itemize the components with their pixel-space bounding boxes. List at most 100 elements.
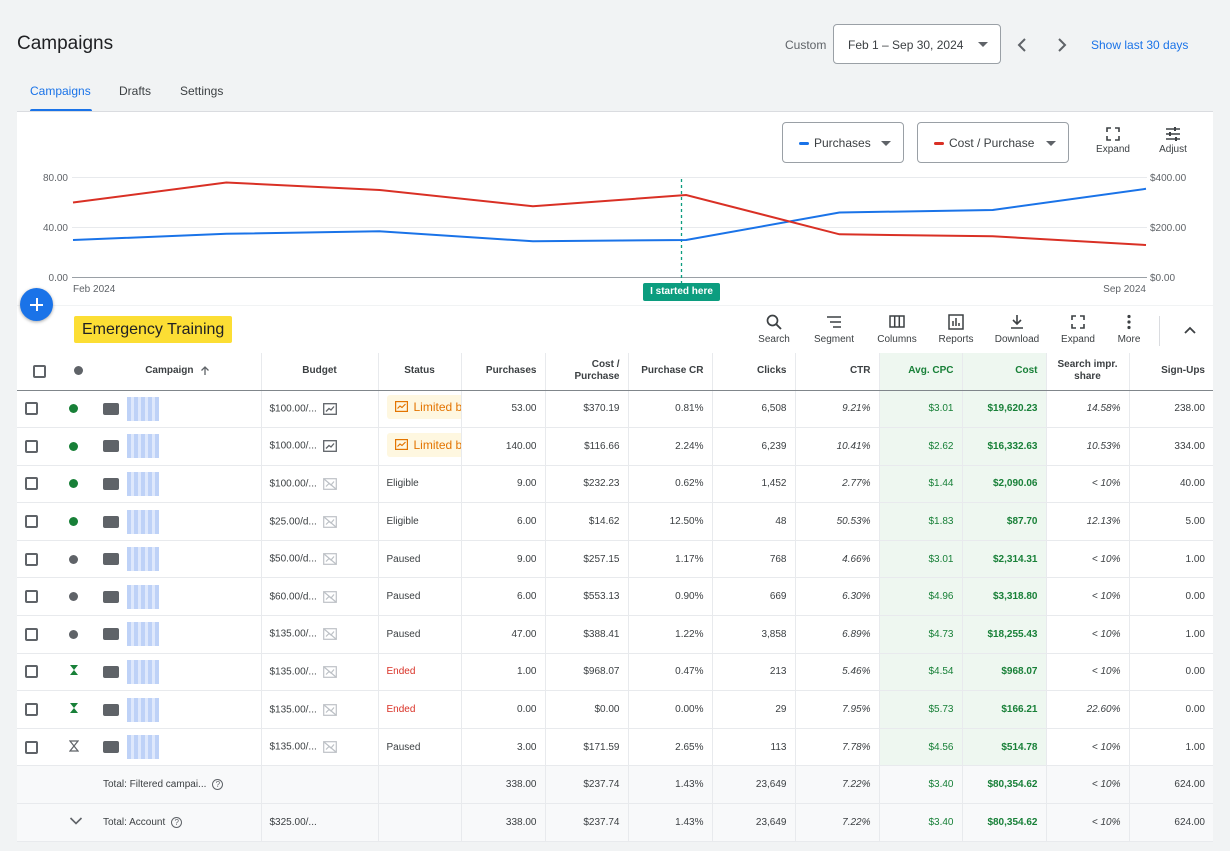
budget-cell[interactable]: $100.00/... (261, 390, 379, 429)
tab-campaigns[interactable]: Campaigns (30, 84, 91, 98)
budget-cell[interactable]: $25.00/d... (261, 502, 379, 541)
budget-chart-off-icon[interactable] (322, 553, 337, 566)
campaign-cell[interactable] (95, 502, 262, 541)
select-all-cell[interactable] (17, 353, 61, 391)
campaign-cell[interactable] (95, 690, 262, 729)
search-button[interactable]: Search (756, 314, 792, 345)
budget-chart-icon[interactable] (322, 440, 337, 453)
collapse-chart-button[interactable] (1182, 322, 1198, 343)
table-row[interactable]: $100.00/... Eligible 9.00 $232.23 0.62% 1,452… (17, 465, 1213, 504)
row-select-cell[interactable] (17, 653, 61, 692)
campaign-cell[interactable] (95, 465, 262, 504)
budget-cell[interactable]: $135.00/... (261, 653, 379, 692)
budget-chart-off-icon[interactable] (322, 515, 337, 528)
next-period-button[interactable] (1051, 34, 1073, 56)
limited-status-chip[interactable]: Limited by (386, 395, 460, 420)
budget-cell[interactable]: $100.00/... (261, 465, 379, 504)
row-select-cell[interactable] (17, 427, 61, 466)
budget-chart-off-icon[interactable] (322, 478, 337, 490)
cost-per-purchase-header[interactable]: Cost / Purchase (545, 353, 629, 391)
table-row[interactable]: $135.00/... Paused 3.00 $171.59 2.65% 113 7.78… (17, 728, 1213, 767)
reports-button[interactable]: Reports (935, 314, 977, 345)
row-checkbox[interactable] (25, 552, 38, 566)
budget-chart-icon[interactable] (322, 402, 337, 415)
row-checkbox[interactable] (25, 703, 38, 717)
row-select-cell[interactable] (17, 540, 61, 579)
help-icon[interactable]: ? (212, 779, 224, 791)
total-expand-cell[interactable] (61, 803, 95, 842)
chevron-down-icon[interactable] (69, 816, 83, 826)
budget-chart-off-icon[interactable] (322, 703, 337, 716)
row-select-cell[interactable] (17, 690, 61, 729)
help-icon[interactable]: ? (171, 816, 183, 828)
table-row[interactable]: $60.00/d... Paused 6.00 $553.13 0.90% 669 6.30… (17, 577, 1213, 617)
table-row[interactable]: $135.00/... Ended 0.00 $0.00 0.00% 29 7.95% $5.… (17, 690, 1213, 729)
metric2-select[interactable]: Cost / Purchase (917, 122, 1069, 163)
budget-cell[interactable]: $135.00/... (261, 690, 379, 729)
budget-chart-off-icon[interactable] (322, 666, 337, 678)
status-col-header[interactable]: Status (378, 353, 462, 391)
show-last-30-days-link[interactable]: Show last 30 days (1091, 38, 1189, 52)
segment-button[interactable]: Segment (813, 314, 855, 345)
avg-cpc-header[interactable]: Avg. CPC (879, 353, 963, 391)
sign-ups-header[interactable]: Sign-Ups (1129, 353, 1213, 391)
row-select-cell[interactable] (17, 465, 61, 504)
budget-cell[interactable]: $135.00/... (261, 728, 379, 767)
date-range-select[interactable]: Feb 1 – Sep 30, 2024 (833, 24, 1001, 64)
more-button[interactable]: More (1115, 314, 1143, 345)
row-select-cell[interactable] (17, 390, 61, 429)
budget-cell[interactable]: $100.00/... (261, 427, 379, 466)
chart-adjust-button[interactable]: Adjust (1155, 127, 1191, 155)
budget-cell[interactable]: $135.00/... (261, 615, 379, 654)
table-row[interactable]: $135.00/... Ended 1.00 $968.07 0.47% 213 5.46%… (17, 653, 1213, 692)
budget-cell[interactable]: $50.00/d... (261, 540, 379, 579)
row-checkbox[interactable] (25, 627, 38, 641)
download-button[interactable]: Download (992, 314, 1042, 345)
table-row[interactable]: $135.00/... Paused 47.00 $388.41 1.22% 3,858 6… (17, 615, 1213, 654)
row-checkbox[interactable] (25, 439, 38, 453)
row-select-cell[interactable] (17, 615, 61, 654)
purchase-cr-header[interactable]: Purchase CR (628, 353, 713, 391)
columns-button[interactable]: Columns (875, 314, 919, 345)
clicks-header[interactable]: Clicks (712, 353, 796, 391)
row-select-cell[interactable] (17, 728, 61, 767)
table-row[interactable]: $50.00/d... Paused 9.00 $257.15 1.17% 768 4.66… (17, 540, 1213, 579)
table-expand-button[interactable]: Expand (1059, 314, 1097, 345)
row-checkbox[interactable] (25, 740, 38, 754)
budget-header[interactable]: Budget (261, 353, 379, 391)
chart-expand-button[interactable]: Expand (1095, 127, 1131, 155)
campaign-cell[interactable] (95, 540, 262, 579)
metric1-select[interactable]: Purchases (782, 122, 904, 163)
row-select-cell[interactable] (17, 577, 61, 617)
budget-cell[interactable]: $60.00/d... (261, 577, 379, 617)
row-checkbox[interactable] (25, 590, 38, 604)
previous-period-button[interactable] (1011, 34, 1033, 56)
row-checkbox[interactable] (25, 515, 38, 529)
select-all-checkbox[interactable] (32, 364, 46, 378)
budget-chart-off-icon[interactable] (322, 590, 337, 603)
row-select-cell[interactable] (17, 502, 61, 541)
campaign-cell[interactable] (95, 390, 262, 429)
tab-settings[interactable]: Settings (180, 84, 224, 98)
search-impr-share-header[interactable]: Search impr. share (1046, 353, 1130, 391)
campaign-cell[interactable] (95, 577, 262, 617)
status-cell[interactable]: Limited by (378, 427, 462, 466)
campaign-cell[interactable] (95, 653, 262, 692)
campaign-cell[interactable] (95, 427, 262, 466)
table-row[interactable]: $25.00/d... Eligible 6.00 $14.62 12.50% 48 50.… (17, 502, 1213, 541)
tab-drafts[interactable]: Drafts (119, 84, 152, 98)
campaign-cell[interactable] (95, 615, 262, 654)
row-checkbox[interactable] (25, 477, 38, 491)
annotation-badge[interactable]: I started here (643, 283, 720, 301)
budget-chart-off-icon[interactable] (322, 741, 337, 754)
cost-header[interactable]: Cost (962, 353, 1047, 391)
campaign-header[interactable]: Campaign (95, 353, 262, 391)
budget-chart-off-icon[interactable] (322, 628, 337, 641)
table-row[interactable]: $100.00/... Limited by53.00$370.190.81%6,… (17, 390, 1213, 429)
status-cell[interactable]: Limited by (378, 390, 462, 429)
row-checkbox[interactable] (25, 665, 38, 679)
purchases-header[interactable]: Purchases (461, 353, 546, 391)
limited-status-chip[interactable]: Limited by (386, 432, 460, 457)
table-row[interactable]: $100.00/... Limited by140.00$116.662.24%6… (17, 427, 1213, 466)
campaign-cell[interactable] (95, 728, 262, 767)
